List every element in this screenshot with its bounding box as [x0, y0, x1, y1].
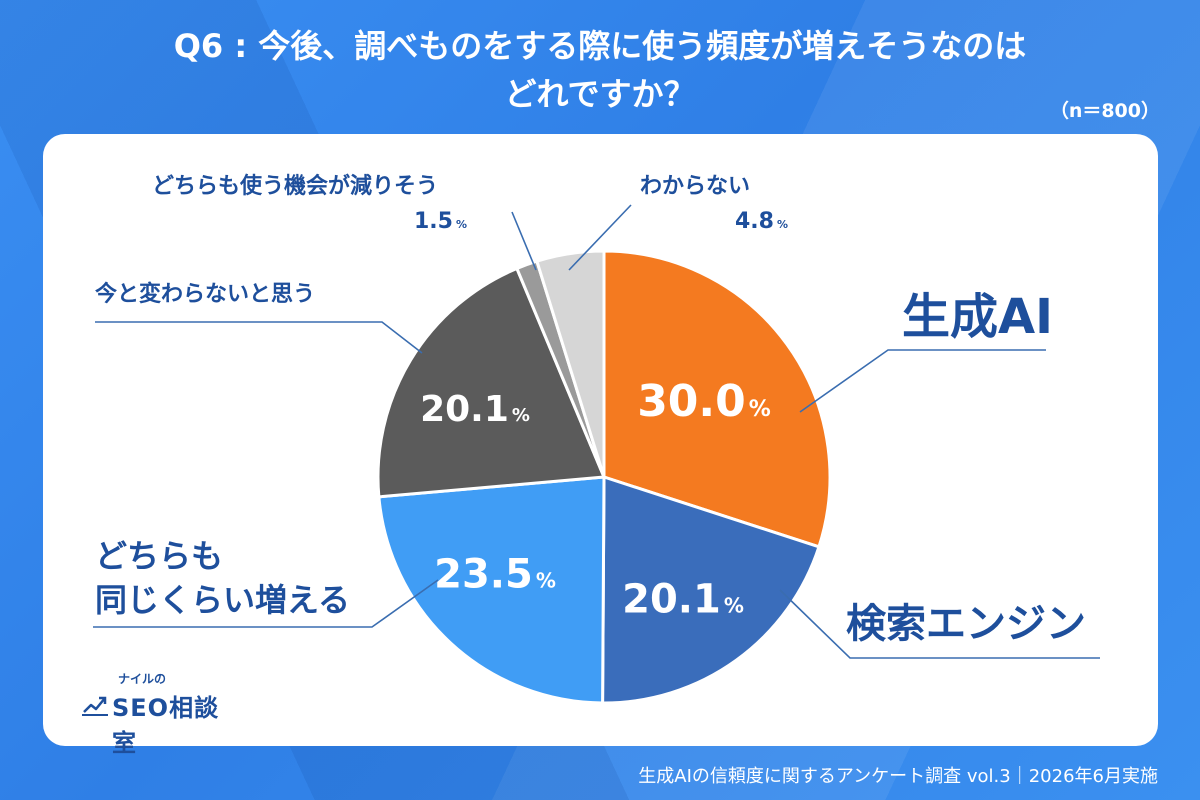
slice-value-label: 30.0% — [637, 376, 771, 427]
slice-value-label: 23.5% — [434, 551, 556, 597]
pie-slice — [534, 249, 606, 478]
slice-category-label: どちらも — [95, 537, 223, 575]
logo: ナイルの SEO相談室 — [82, 666, 242, 757]
leader-line — [568, 204, 632, 271]
pie-slice — [376, 266, 607, 499]
slice-category-label: 今と変わらないと思う — [95, 281, 315, 307]
pie-slice — [602, 249, 832, 549]
slice-category-label: わからない — [640, 174, 750, 199]
pie-slice — [601, 474, 821, 705]
slice-category-label: 検索エンジン — [846, 601, 1086, 647]
slice-category-label: どちらも使う機会が減りそう — [152, 173, 438, 199]
leader-line — [779, 589, 1100, 659]
logo-small-text: ナイルの — [118, 672, 167, 686]
chart-title-line2: どれですか？ — [504, 75, 696, 113]
leader-line — [511, 211, 537, 271]
slice-value-label: 20.1% — [420, 389, 530, 430]
chart-title-line1: Q6 : 今後、調べものをする際に使う頻度が増えそうなのは — [173, 27, 1027, 65]
footer-note: 生成AIの信頼度に関するアンケート調査 vol.3｜2026年6月実施 — [638, 766, 1158, 787]
leader-line — [799, 349, 1046, 413]
pie-slice — [377, 475, 606, 705]
slice-category-label: 生成AI — [902, 289, 1053, 345]
slice-value-label: 4.8% — [735, 209, 788, 234]
leader-line — [95, 321, 423, 354]
slice-value-label: 20.1% — [622, 576, 744, 622]
logo-main-text: SEO相談室 — [112, 694, 220, 757]
trend-chart-icon — [82, 696, 108, 716]
sample-size: （n＝800） — [1049, 100, 1160, 122]
slice-category-label: 同じくらい増える — [95, 581, 350, 619]
slice-value-label: 1.5% — [414, 209, 467, 234]
leader-line — [93, 579, 439, 628]
